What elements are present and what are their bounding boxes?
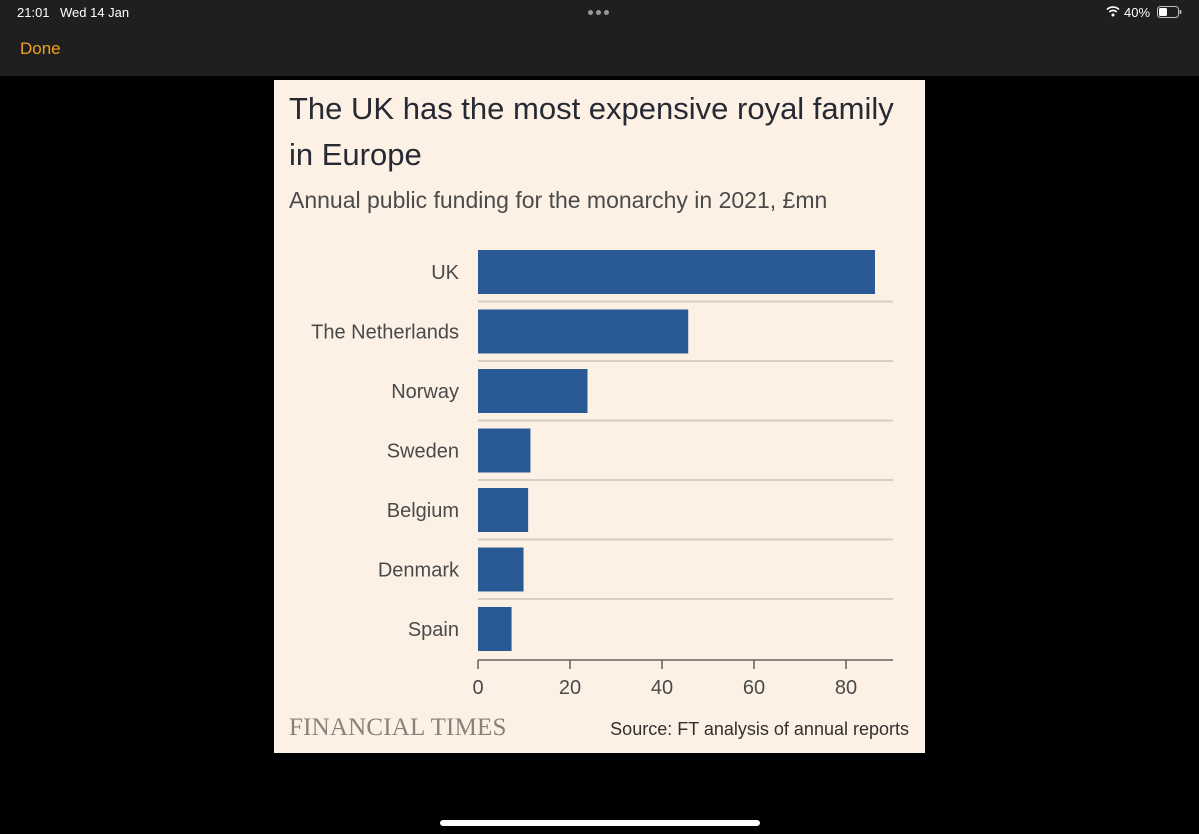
done-button[interactable]: Done (20, 39, 61, 58)
home-indicator[interactable] (440, 820, 760, 826)
wifi-icon (1106, 6, 1120, 17)
bar-denmark (478, 547, 524, 592)
battery-icon (1157, 6, 1182, 18)
category-label: Spain (408, 619, 459, 641)
bar-uk (478, 250, 875, 294)
x-tick-label: 20 (559, 677, 581, 699)
x-tick-label: 80 (835, 677, 857, 699)
ft-logo: FINANCIAL TIMES (289, 714, 507, 741)
category-label: The Netherlands (311, 322, 459, 344)
battery-percentage: 40% (1124, 5, 1151, 20)
category-label: UK (431, 262, 459, 284)
bar-chart: UK The Netherlands Norway Sweden Belgium Denm… (311, 250, 893, 699)
category-label: Denmark (378, 560, 460, 582)
status-bar: 21:01 Wed 14 Jan 40% (0, 0, 1199, 26)
category-label: Sweden (387, 441, 459, 463)
category-label: Belgium (387, 500, 459, 522)
chart-image: The UK has the most expensive royal fami… (274, 80, 925, 753)
status-time: 21:01 (17, 5, 50, 20)
x-tick-label: 60 (743, 677, 765, 699)
category-label: Norway (391, 381, 459, 403)
nav-bar: Done (0, 26, 1199, 76)
chart-title: The UK has the most expensive royal fami… (289, 91, 894, 172)
bar-norway (478, 369, 588, 413)
chart-source: Source: FT analysis of annual reports (610, 719, 909, 739)
bar-belgium (478, 488, 529, 532)
x-tick-label: 40 (651, 677, 673, 699)
x-tick-label: 0 (472, 677, 483, 699)
more-dots-icon[interactable] (588, 10, 612, 16)
bar-sweden (478, 428, 531, 473)
bar-the-netherlands (478, 309, 689, 354)
chart-subtitle: Annual public funding for the monarchy i… (289, 187, 828, 213)
bar-spain (478, 607, 512, 651)
status-date: Wed 14 Jan (60, 5, 130, 20)
